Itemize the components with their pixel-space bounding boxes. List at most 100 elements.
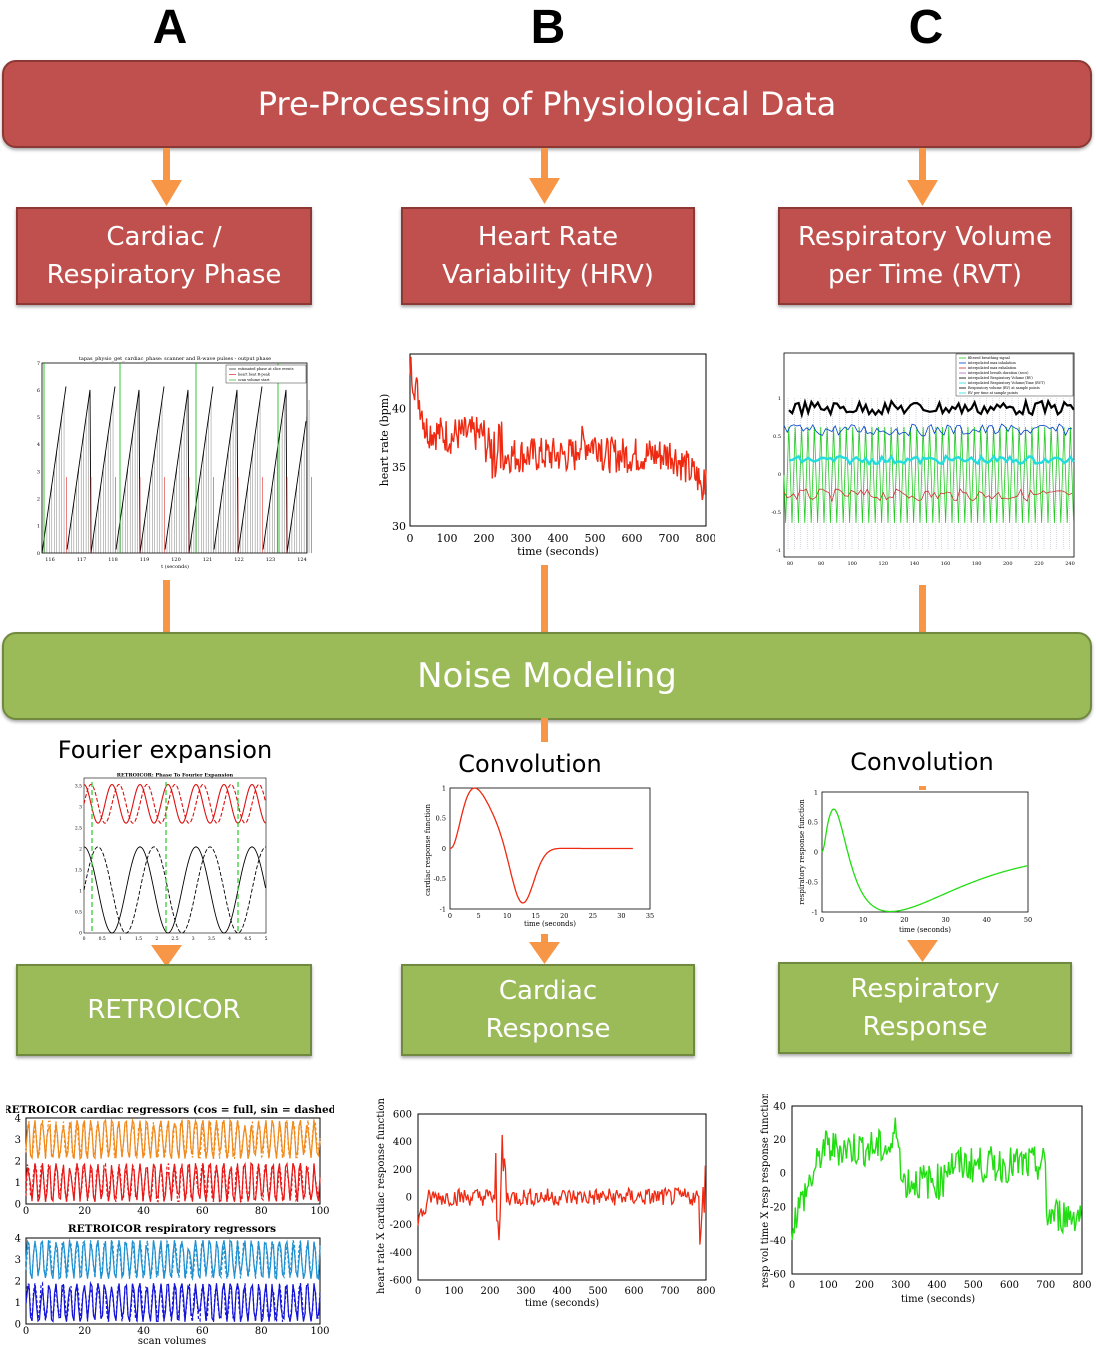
tick-label: 40 bbox=[137, 1206, 150, 1217]
series-line bbox=[788, 453, 1075, 467]
y-ticks: 30 35 40 bbox=[392, 403, 406, 533]
tick-label: 220 bbox=[1034, 561, 1044, 567]
y-axis-label: heart rate (bpm) bbox=[378, 394, 391, 487]
column-label-c: C bbox=[908, 1, 944, 54]
tick-label: 20 bbox=[773, 1135, 786, 1146]
x-axis-label: time (seconds) bbox=[901, 1294, 975, 1305]
tick-label: 0.5 bbox=[808, 818, 818, 826]
tick-label: 0.5 bbox=[75, 910, 82, 916]
connector-line bbox=[541, 718, 548, 742]
arrow-head bbox=[907, 940, 938, 962]
tick-label: 3 bbox=[192, 936, 195, 942]
tick-label: 0 bbox=[780, 1169, 786, 1180]
tick-label: 0 bbox=[83, 936, 86, 942]
tick-label: -0.5 bbox=[433, 875, 446, 883]
x-axis-label: time (seconds) bbox=[524, 920, 576, 928]
tick-label: 0 bbox=[23, 1326, 29, 1337]
y-axis-label: cardiac response function bbox=[424, 803, 432, 896]
tick-label: 40 bbox=[137, 1326, 150, 1337]
retroicor-respiratory-plot: RETROICOR respiratory regressors 0 20 40 60… bbox=[6, 1218, 334, 1346]
tick-label: 80 bbox=[255, 1326, 268, 1337]
tick-label: 1 bbox=[37, 524, 40, 530]
tick-label: 30 bbox=[941, 916, 949, 924]
x-ticks: 0 20 40 60 80 100 bbox=[23, 1326, 330, 1337]
tick-label: 400 bbox=[552, 1286, 571, 1297]
arrow-head bbox=[151, 180, 182, 206]
tick-label: -1 bbox=[440, 905, 446, 913]
tick-label: 600 bbox=[393, 1110, 412, 1121]
tick-label: 0 bbox=[23, 1206, 29, 1217]
tick-label: 40 bbox=[773, 1102, 786, 1113]
y-ticks: 7 6 5 4 3 2 1 0 bbox=[37, 361, 40, 557]
series-line bbox=[783, 488, 1073, 503]
tick-label: 2 bbox=[155, 936, 158, 942]
tick-label: -400 bbox=[390, 1248, 412, 1259]
tick-label: 0 bbox=[79, 931, 82, 937]
cardiac-response-box: Cardiac Response bbox=[401, 964, 695, 1056]
tick-label: 200 bbox=[393, 1165, 412, 1176]
arrow-shaft bbox=[541, 934, 548, 944]
tick-label: 140 bbox=[910, 561, 920, 567]
respiratory-response-box: Respiratory Response bbox=[778, 962, 1072, 1054]
tick-label: 15 bbox=[532, 912, 540, 920]
box-line: Cardiac bbox=[498, 976, 598, 1006]
tick-label: 20 bbox=[900, 916, 908, 924]
noise-modeling-banner: Noise Modeling bbox=[2, 632, 1092, 720]
plot-title: RETROICOR: Phase To Fourier Expansion bbox=[117, 773, 234, 779]
x-ticks: 0 100 200 300 400 500 600 700 800 bbox=[789, 1280, 1092, 1291]
rvt-series bbox=[783, 397, 1075, 550]
arrow-head bbox=[529, 178, 560, 204]
tick-label: 0 bbox=[814, 848, 818, 856]
tick-label: 50 bbox=[1024, 916, 1032, 924]
tick-label: 500 bbox=[588, 1286, 607, 1297]
x-ticks: 80 80 100 120 140 160 180 200 220 240 bbox=[787, 561, 1075, 567]
tick-label: 200 bbox=[1003, 561, 1013, 567]
plot-legend bbox=[225, 364, 307, 384]
tick-label: 2 bbox=[37, 496, 40, 502]
respiratory-response-function-plot: 0 10 20 30 40 50 1 0.5 0 -0.5 -1 time (seconds) r… bbox=[788, 790, 1038, 938]
heart-rate-plot: 0 100 200 300 400 500 600 700 800 30 35 40 time (s… bbox=[370, 350, 715, 565]
tick-label: 121 bbox=[203, 557, 213, 563]
hr-convolved-series bbox=[417, 1134, 706, 1245]
hr-convolved-plot: 0 100 200 300 400 500 600 700 800 600 400 200 0 -200… bbox=[372, 1096, 718, 1312]
legend-entry: interpolated max exhalation bbox=[968, 366, 1017, 370]
series-line bbox=[25, 1117, 321, 1161]
tick-label: 0 bbox=[442, 845, 446, 853]
legend-entry: interpolated Respiratory Volume/Time (RV… bbox=[968, 381, 1045, 385]
rv-convolved-plot: 0 100 200 300 400 500 600 700 800 40200-20-40-60… bbox=[756, 1094, 1092, 1310]
tick-label: 3 bbox=[37, 469, 40, 475]
tick-label: 30 bbox=[392, 520, 406, 533]
tick-label: 7 bbox=[37, 361, 40, 367]
arrow-head bbox=[907, 180, 938, 206]
column-label-a: A bbox=[152, 1, 188, 54]
tick-label: 60 bbox=[196, 1326, 209, 1337]
tick-label: 500 bbox=[585, 532, 606, 545]
tick-label: 300 bbox=[511, 532, 532, 545]
tick-label: 3 bbox=[15, 1135, 21, 1146]
tick-label: 4 bbox=[15, 1234, 21, 1245]
tick-label: 2 bbox=[15, 1157, 21, 1168]
series-line bbox=[783, 426, 1074, 524]
series-line bbox=[25, 1238, 321, 1281]
preprocessing-banner-label: Pre-Processing of Physiological Data bbox=[257, 85, 837, 123]
tick-label: 1 bbox=[79, 889, 82, 895]
series-line bbox=[409, 356, 707, 501]
x-ticks: 0 10 20 30 40 50 bbox=[820, 916, 1032, 924]
connector-line bbox=[919, 585, 926, 632]
convolution-label-b: Convolution bbox=[458, 750, 602, 778]
tick-label: -0.5 bbox=[805, 878, 818, 886]
box-line: Heart Rate bbox=[477, 222, 619, 252]
legend-entry: Respiratory volume (RV) at sample points bbox=[968, 386, 1040, 390]
tick-label: 100 bbox=[310, 1206, 329, 1217]
tick-label: 0.5 bbox=[436, 815, 446, 823]
tick-label: 35 bbox=[646, 912, 654, 920]
tick-label: 100 bbox=[847, 561, 857, 567]
legend-entry: interpolated breath duration (secs) bbox=[968, 371, 1029, 375]
tick-label: 123 bbox=[266, 557, 276, 563]
tick-label: 100 bbox=[437, 532, 458, 545]
y-axis-label: heart rate X cardiac response function bbox=[376, 1097, 387, 1293]
y-ticks: 4 3 2 1 0 bbox=[15, 1234, 21, 1331]
tick-label: 700 bbox=[660, 1286, 679, 1297]
series-line bbox=[791, 1117, 1082, 1241]
x-ticks: 0 0.5 1 1.5 2 2.5 3 3.5 4 4.5 5 bbox=[83, 936, 268, 942]
